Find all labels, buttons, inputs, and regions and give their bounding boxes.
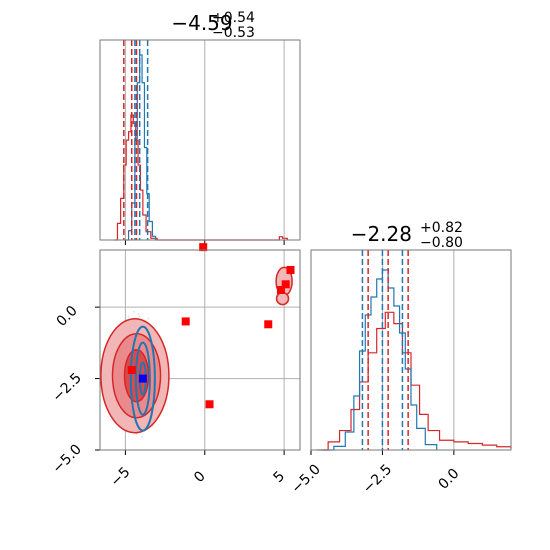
panel-frame: [99, 249, 301, 451]
x-tick-label: −2.5: [360, 461, 395, 496]
x-tick-label: −5.0: [288, 461, 323, 496]
x-tick-label: 0.0: [435, 466, 462, 493]
title-param0-plus: +0.54: [212, 10, 255, 26]
title-param1-plus: +0.82: [420, 220, 463, 236]
outlier-marker: [264, 320, 273, 329]
outlier-marker: [276, 286, 285, 294]
x-tick-label: 5: [270, 468, 288, 486]
y-tick-label: −5.0: [49, 441, 84, 476]
histogram-param1-panel: −5.0 −2.5 0.0: [288, 249, 512, 497]
outlier-marker: [281, 280, 290, 289]
title-param0: −4.59: [171, 11, 232, 35]
panel-frame: [99, 39, 301, 241]
histogram-blue-param0: [125, 54, 157, 241]
outlier-marker: [127, 366, 136, 374]
sample-point: [147, 317, 150, 320]
outlier-marker: [199, 243, 208, 252]
panel-frame: [310, 249, 512, 451]
x-tick-label: −5: [108, 464, 134, 490]
sample-point: [127, 316, 130, 318]
histogram-blue-param1: [322, 269, 438, 451]
contour-red-secondary-small: [275, 291, 290, 306]
y-tick-label: 0.0: [54, 303, 81, 330]
truth-marker: [138, 374, 147, 383]
outlier-marker: [286, 266, 295, 274]
sample-point: [135, 433, 138, 435]
contour-blue-outer: [129, 325, 156, 432]
outlier-marker: [181, 317, 190, 326]
sample-point: [141, 436, 143, 438]
sample-point: [133, 311, 135, 313]
outlier-marker: [205, 400, 214, 409]
title-param1-minus: −0.80: [420, 235, 463, 251]
y-tick-label: −2.5: [49, 370, 84, 405]
sample-point: [138, 315, 141, 318]
scatter-panel: −5 0 5 0.0 −2.5 −5.0: [49, 243, 301, 490]
histogram-red-param1: [316, 311, 512, 451]
title-param1-base: −2.28: [351, 222, 412, 246]
contour-blue-mid: [134, 341, 151, 416]
x-tick-label: 0: [191, 468, 209, 486]
sample-point: [137, 313, 140, 315]
title-param0-base: −4.59: [171, 11, 232, 35]
title-param0-minus: −0.53: [212, 25, 255, 41]
histogram-param0-panel: [99, 39, 301, 245]
